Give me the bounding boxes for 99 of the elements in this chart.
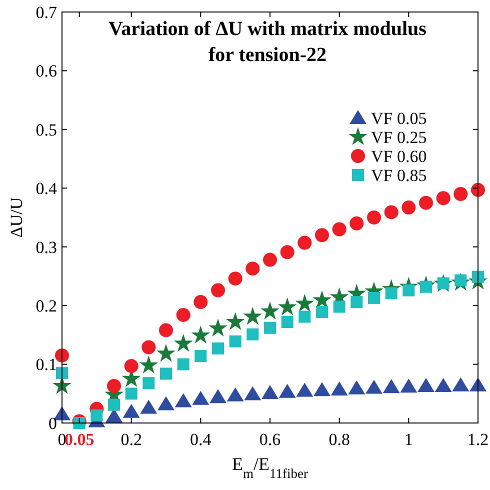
y-axis-title: ΔU/U bbox=[7, 197, 26, 238]
point bbox=[400, 378, 418, 393]
point bbox=[174, 334, 193, 352]
point bbox=[140, 400, 158, 414]
point bbox=[194, 295, 208, 310]
point bbox=[108, 398, 120, 411]
point bbox=[418, 378, 434, 392]
point bbox=[316, 306, 328, 318]
point bbox=[226, 387, 244, 402]
point bbox=[244, 386, 262, 400]
point bbox=[192, 390, 210, 405]
point bbox=[434, 378, 452, 392]
point bbox=[278, 384, 296, 398]
point bbox=[90, 409, 103, 422]
y-tick-label: 0.5 bbox=[36, 120, 57, 140]
x-tick-label: 1 bbox=[404, 430, 413, 449]
point bbox=[160, 368, 172, 380]
x-axis-title: E$_{m}$/E$_{11fiber}$ bbox=[232, 454, 309, 480]
point bbox=[262, 385, 278, 400]
legend-label: VF 0.85 bbox=[371, 166, 427, 185]
point bbox=[139, 356, 158, 374]
point bbox=[281, 316, 294, 328]
point bbox=[191, 326, 210, 344]
point bbox=[246, 262, 260, 276]
point bbox=[156, 344, 176, 362]
x-tick-label: 0.05 bbox=[64, 430, 94, 449]
point bbox=[228, 272, 242, 286]
y-tick-label: 0.6 bbox=[36, 62, 57, 81]
point bbox=[472, 270, 484, 283]
point bbox=[350, 216, 364, 230]
y-tick-label: 0.3 bbox=[36, 238, 57, 257]
point bbox=[226, 312, 245, 330]
point bbox=[55, 348, 69, 362]
x-tick-label: 0.6 bbox=[259, 430, 281, 449]
point bbox=[243, 306, 262, 325]
point bbox=[330, 382, 348, 396]
point bbox=[419, 196, 433, 210]
legend-label: VF 0.05 bbox=[371, 108, 427, 128]
point bbox=[124, 359, 138, 374]
point bbox=[312, 290, 332, 308]
point bbox=[142, 340, 156, 354]
point bbox=[246, 328, 259, 340]
point bbox=[212, 342, 224, 354]
point bbox=[159, 323, 173, 338]
point bbox=[471, 182, 485, 197]
point bbox=[470, 377, 486, 392]
point bbox=[56, 367, 68, 380]
legend-label: VF 0.60 bbox=[371, 146, 427, 166]
y-tick-label: 0.1 bbox=[36, 355, 57, 374]
x-tick-label: 1.2 bbox=[467, 430, 489, 449]
point bbox=[229, 335, 242, 348]
point bbox=[264, 322, 276, 334]
point bbox=[367, 210, 381, 224]
point bbox=[280, 245, 294, 260]
point bbox=[296, 382, 314, 397]
point bbox=[314, 382, 330, 396]
y-tick-label: 0.2 bbox=[36, 296, 57, 316]
point bbox=[332, 222, 346, 236]
point bbox=[452, 377, 470, 392]
point bbox=[333, 300, 346, 313]
point bbox=[122, 404, 140, 418]
point bbox=[260, 302, 280, 320]
point bbox=[177, 358, 190, 370]
point bbox=[315, 228, 329, 242]
point bbox=[382, 379, 400, 394]
point bbox=[384, 205, 398, 220]
point bbox=[350, 296, 363, 308]
point bbox=[366, 380, 382, 394]
point bbox=[278, 297, 297, 316]
point bbox=[385, 287, 398, 300]
point bbox=[454, 187, 468, 202]
point bbox=[211, 283, 225, 298]
y-tick-label: 0 bbox=[48, 414, 57, 433]
point bbox=[194, 350, 207, 362]
point bbox=[176, 308, 190, 322]
point bbox=[348, 380, 366, 394]
point bbox=[73, 417, 86, 429]
x-tick-label: 0.8 bbox=[328, 430, 350, 449]
point bbox=[106, 408, 122, 423]
x-tick-label: 0.2 bbox=[120, 430, 142, 449]
point bbox=[263, 252, 277, 267]
point bbox=[125, 388, 138, 400]
y-tick-label: 0.4 bbox=[36, 179, 58, 198]
point bbox=[142, 377, 155, 390]
point bbox=[158, 396, 174, 410]
point bbox=[208, 318, 228, 336]
y-tick-label: 0.7 bbox=[36, 2, 58, 22]
point bbox=[298, 310, 311, 323]
point bbox=[402, 200, 416, 215]
legend-label: VF 0.25 bbox=[371, 128, 427, 147]
point bbox=[295, 294, 314, 312]
point bbox=[107, 379, 121, 394]
point bbox=[298, 236, 312, 250]
point bbox=[210, 389, 226, 404]
x-tick-label: 0.4 bbox=[190, 430, 212, 449]
point bbox=[368, 292, 380, 304]
text: Variation of ΔU with matrix modulus for tension-22 bbox=[108, 17, 428, 68]
point bbox=[174, 393, 192, 408]
point bbox=[436, 191, 450, 206]
